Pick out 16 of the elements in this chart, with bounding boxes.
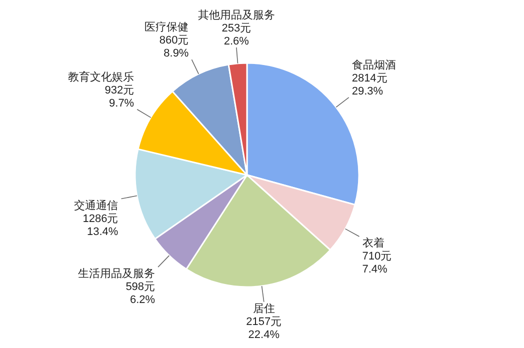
slice-label: 生活用品及服务 [78,267,156,280]
data-label: 932元 9.7% [104,84,134,110]
slice-label: 居住 [252,302,275,315]
data-label: 710元 7.4% [362,250,392,276]
data-label: 1286元 13.4% [82,212,118,238]
slice-label: 交通通信 [74,198,118,212]
data-label: 860元 8.9% [159,34,189,60]
slice-label: 医疗保健 [144,20,189,34]
data-label: 253元 2.6% [222,22,252,48]
data-label: 2814元 29.3% [352,72,388,98]
slice-label: 食品烟酒 [352,58,396,72]
slice-label: 衣着 [362,236,384,250]
data-label: 2157元 22.4% [246,316,282,341]
data-label: 598元 6.2% [126,281,156,306]
slice-label: 其他用品及服务 [198,8,275,22]
slice-label: 教育文化娱乐 [68,70,134,84]
